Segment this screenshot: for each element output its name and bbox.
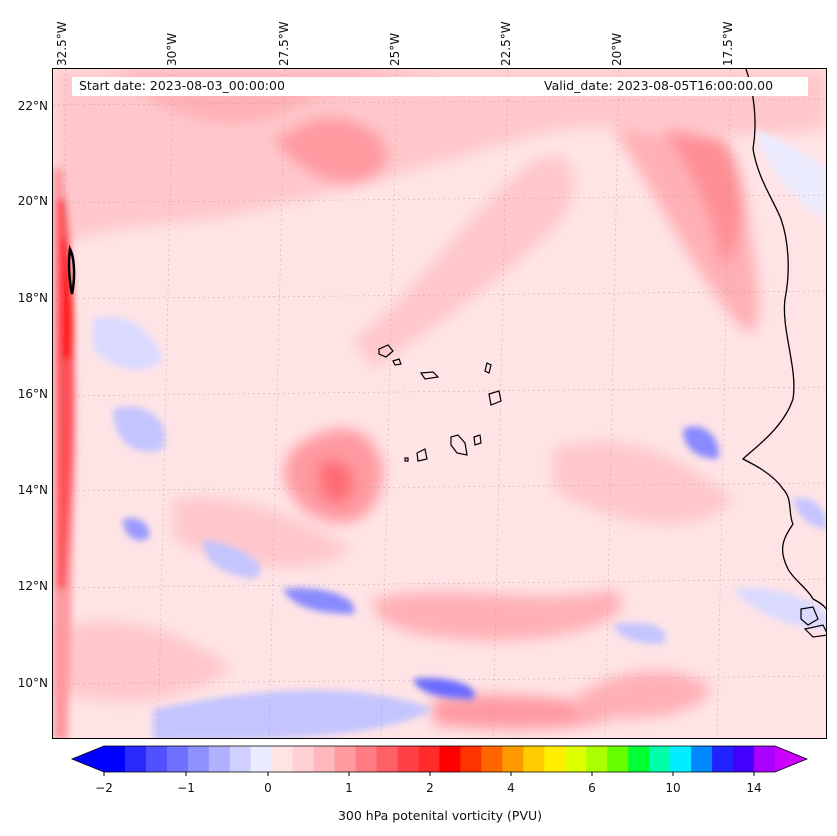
cb-tick-minus1: −1 xyxy=(177,781,195,795)
colorbar-label: 300 hPa potenital vorticity (PVU) xyxy=(337,808,543,823)
bissagos-islands xyxy=(800,606,826,638)
lon-label-32-5w: 32.5°W xyxy=(55,21,69,66)
colorbar-segment xyxy=(229,746,252,772)
start-date-label: Start date: 2023-08-03_00:00:00 xyxy=(73,77,291,94)
lon-label-30w: 30°W xyxy=(165,32,179,66)
cb-tick-2: 2 xyxy=(426,781,434,795)
valid-date-label: Valid_date: 2023-08-05T16:00:00.00 xyxy=(538,77,780,94)
lat-label-12n: 12°N xyxy=(17,579,48,593)
pv-field-map xyxy=(53,69,826,738)
colorbar-segment xyxy=(271,746,294,772)
colorbar-segment xyxy=(754,746,776,772)
cb-tick-minus2: −2 xyxy=(95,781,113,795)
colorbar-segment xyxy=(292,746,315,772)
colorbar-segment xyxy=(691,746,713,772)
colorbar-segment xyxy=(544,746,566,772)
african-coastline xyxy=(741,69,826,610)
lon-label-17-5w: 17.5°W xyxy=(721,21,735,66)
colorbar-segment xyxy=(649,746,671,772)
colorbar-segment xyxy=(166,746,189,772)
cb-tick-4: 4 xyxy=(507,781,515,795)
lat-label-10n: 10°N xyxy=(17,676,48,690)
cb-tick-1: 1 xyxy=(345,781,353,795)
map-panel xyxy=(52,68,827,739)
colorbar-segment xyxy=(502,746,524,772)
lat-label-14n: 14°N xyxy=(17,483,48,497)
pv-negative-regions xyxy=(93,129,826,738)
lat-label-20n: 20°N xyxy=(17,194,48,208)
graticule xyxy=(53,69,826,738)
colorbar-segment xyxy=(334,746,357,772)
colorbar-segment xyxy=(376,746,399,772)
colorbar-segment xyxy=(712,746,734,772)
colorbar-segment xyxy=(460,746,482,772)
lon-label-25w: 25°W xyxy=(388,32,402,66)
colorbar-segment xyxy=(313,746,336,772)
lat-label-18n: 18°N xyxy=(17,291,48,305)
colorbar-segment xyxy=(104,746,126,772)
colorbar-segment xyxy=(439,746,461,772)
colorbar-segment xyxy=(607,746,629,772)
colorbar-segment xyxy=(733,746,755,772)
pv-contour-outline xyxy=(67,244,76,295)
lat-label-22n: 22°N xyxy=(17,99,48,113)
colorbar-segment xyxy=(586,746,608,772)
pv-west-edge-maximum xyxy=(53,169,76,738)
colorbar-under-arrow xyxy=(72,746,104,772)
colorbar-segment xyxy=(523,746,545,772)
cb-tick-14: 14 xyxy=(746,781,762,795)
colorbar-segment xyxy=(628,746,650,772)
cb-tick-10: 10 xyxy=(665,781,681,795)
colorbar-segment xyxy=(250,746,273,772)
colorbar-segment xyxy=(208,746,231,772)
colorbar-segment xyxy=(397,746,420,772)
colorbar-segment xyxy=(355,746,378,772)
colorbar-segment xyxy=(418,746,440,772)
lat-label-16n: 16°N xyxy=(17,387,48,401)
lon-label-22-5w: 22.5°W xyxy=(499,21,513,66)
colorbar-over-arrow xyxy=(775,746,807,772)
lon-label-20w: 20°W xyxy=(610,32,624,66)
colorbar xyxy=(70,745,809,776)
cb-tick-6: 6 xyxy=(588,781,596,795)
cape-verde-islands xyxy=(378,344,502,462)
colorbar-segment xyxy=(565,746,587,772)
colorbar-segment xyxy=(481,746,503,772)
colorbar-segment xyxy=(670,746,692,772)
cb-tick-0: 0 xyxy=(264,781,272,795)
lon-label-27-5w: 27.5°W xyxy=(277,21,291,66)
colorbar-segment xyxy=(145,746,168,772)
colorbar-segment xyxy=(187,746,210,772)
colorbar-segment xyxy=(124,746,147,772)
